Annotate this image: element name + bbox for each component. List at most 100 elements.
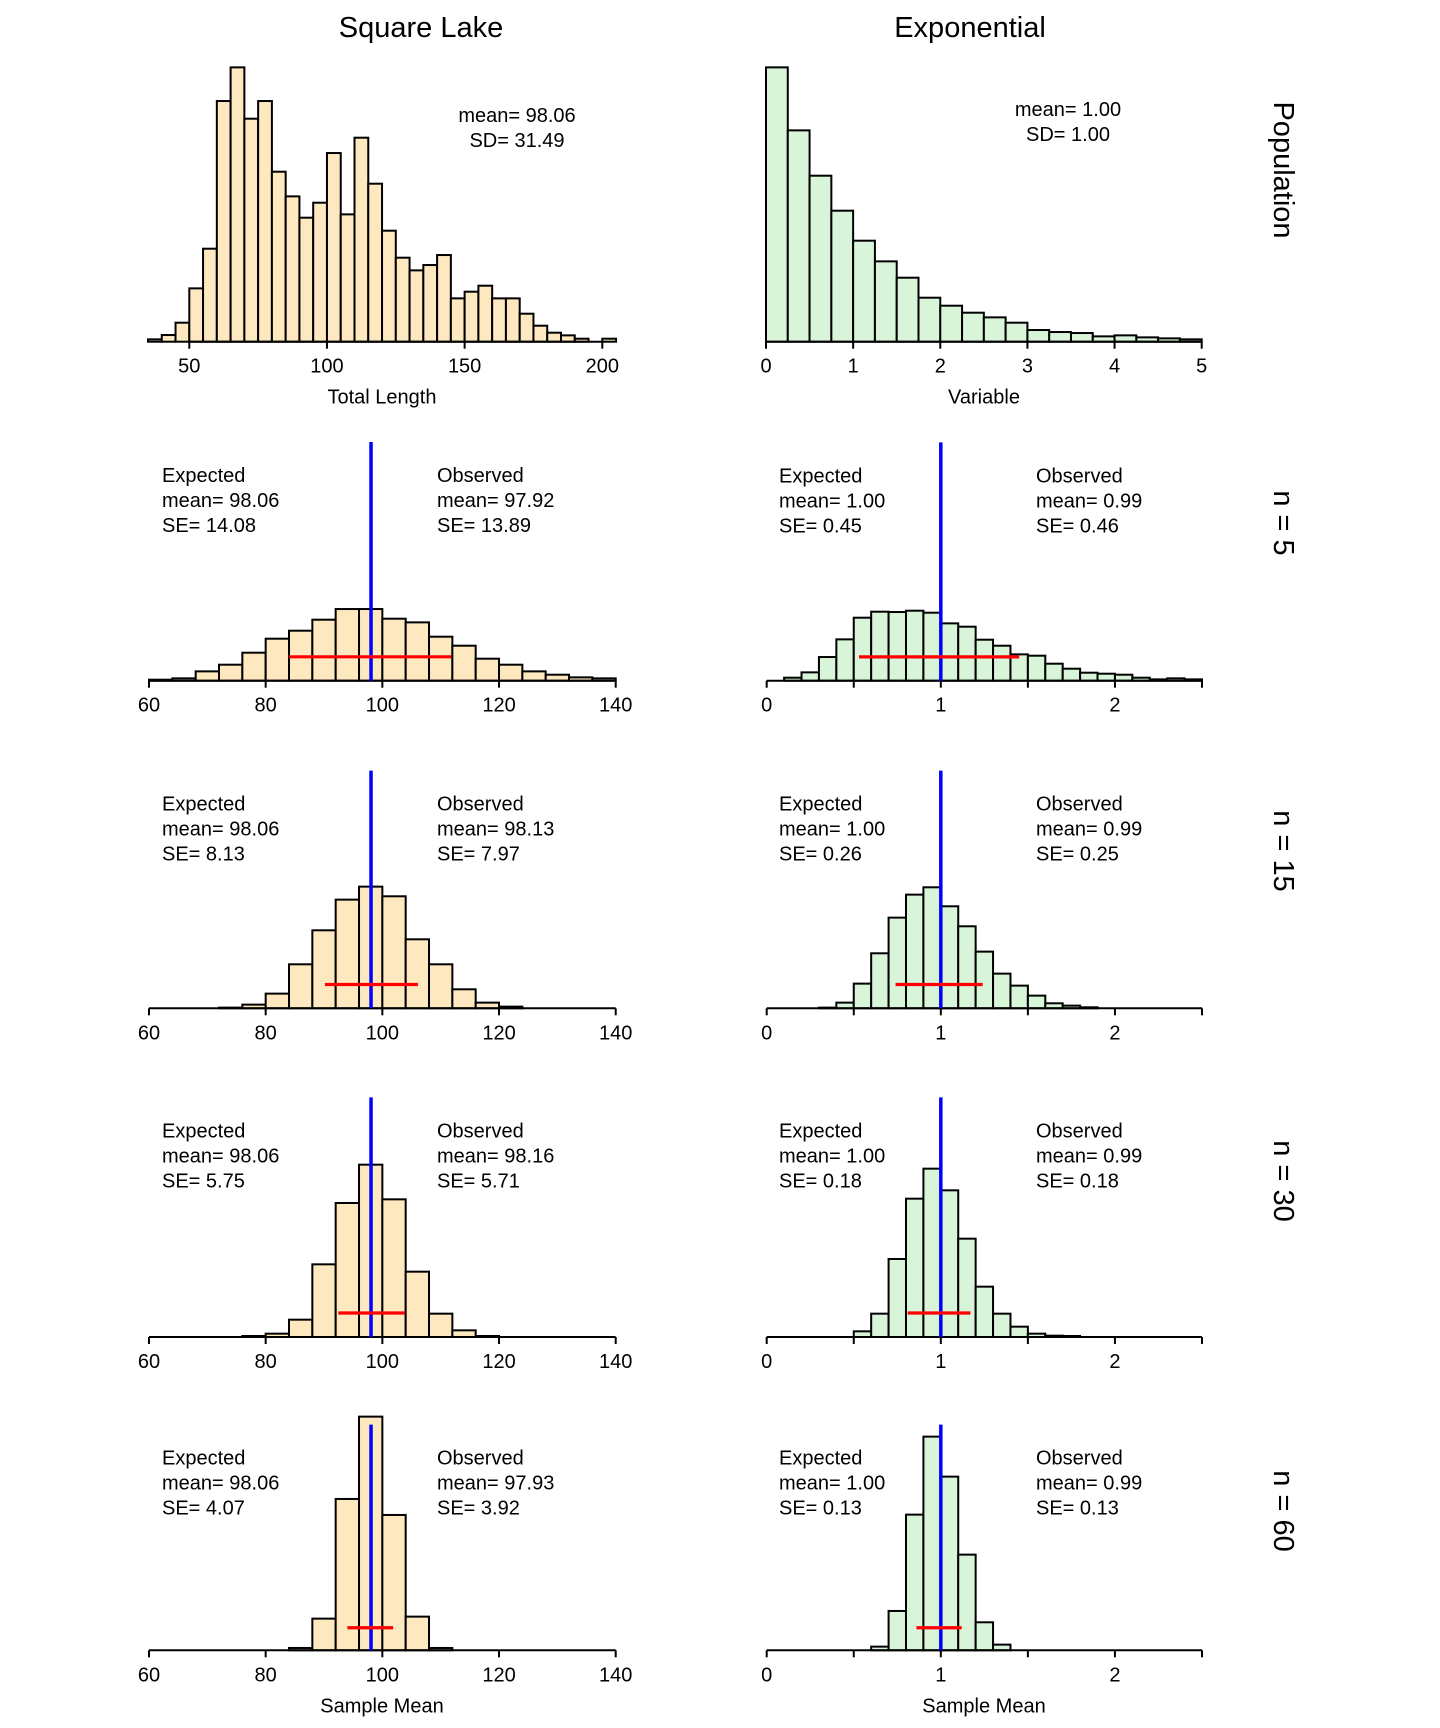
histogram-bar bbox=[404, 621, 431, 682]
x-tick-label: 80 bbox=[255, 695, 277, 717]
observed-stat-text: SE= 0.46 bbox=[1036, 515, 1119, 537]
x-axis-label: Sample Mean bbox=[922, 1695, 1045, 1717]
x-axis-label: Variable bbox=[948, 387, 1020, 409]
row-label: n = 15 bbox=[1267, 810, 1299, 891]
x-tick-label: 1 bbox=[935, 1351, 946, 1373]
row-label: Population bbox=[1267, 101, 1299, 238]
histogram-bar bbox=[381, 617, 407, 682]
histogram-bar bbox=[873, 260, 898, 343]
observed-stat-text: Observed bbox=[437, 1448, 524, 1470]
histogram-bar bbox=[218, 663, 244, 682]
x-tick-label: 2 bbox=[1109, 1022, 1120, 1044]
histogram-bar bbox=[498, 663, 524, 682]
expected-stat-text: Expected bbox=[779, 465, 862, 487]
histogram-bar bbox=[922, 886, 942, 1010]
histogram-bar bbox=[957, 1553, 977, 1652]
histogram-bar bbox=[284, 195, 301, 343]
histogram-bar bbox=[264, 992, 291, 1010]
observed-stat-text: SE= 3.92 bbox=[437, 1498, 520, 1520]
histogram-bar bbox=[870, 610, 890, 682]
histogram-bar bbox=[334, 608, 361, 682]
x-tick-label: 140 bbox=[599, 1664, 632, 1686]
expected-stat-text: mean= 98.06 bbox=[162, 490, 279, 512]
histogram-bar bbox=[449, 297, 466, 343]
histogram-bar bbox=[229, 66, 246, 343]
histogram-bar bbox=[939, 905, 960, 1010]
histogram-bar bbox=[982, 316, 1007, 343]
x-tick-label: 2 bbox=[935, 356, 946, 378]
observed-stat-text: mean= 98.16 bbox=[437, 1145, 554, 1167]
histogram-bar bbox=[194, 670, 221, 682]
histogram-bar bbox=[339, 213, 356, 343]
histogram-bar bbox=[257, 100, 273, 343]
observed-stat-text: mean= 97.93 bbox=[437, 1473, 554, 1495]
histogram-panel: 50 100 150 200 Total Length mean= 98.06 SD= 31… bbox=[147, 66, 619, 409]
x-tick-label: 60 bbox=[138, 1022, 160, 1044]
histogram-bar bbox=[1004, 321, 1029, 343]
histogram-bar bbox=[1026, 994, 1047, 1010]
row-label: n = 30 bbox=[1267, 1140, 1299, 1221]
histogram-bar bbox=[215, 100, 232, 343]
observed-stat-text: mean= 97.92 bbox=[437, 490, 554, 512]
histogram-bar bbox=[1048, 331, 1072, 343]
observed-stat-text: Observed bbox=[437, 794, 524, 816]
x-tick-label: 1 bbox=[935, 695, 946, 717]
x-tick-label: 120 bbox=[482, 1664, 515, 1686]
histogram-bar bbox=[436, 254, 452, 343]
histogram-bar bbox=[491, 297, 507, 343]
histogram-bar bbox=[404, 1615, 431, 1652]
histogram-bar bbox=[835, 638, 855, 682]
histogram-bar bbox=[895, 276, 920, 343]
histogram-bar bbox=[800, 671, 820, 682]
histogram-bar bbox=[474, 657, 501, 682]
histogram-bar bbox=[325, 152, 342, 343]
expected-stat-text: Expected bbox=[162, 1120, 245, 1142]
observed-stat-text: mean= 0.99 bbox=[1036, 819, 1142, 841]
x-tick-label: 100 bbox=[366, 695, 399, 717]
observed-stat-text: SE= 0.25 bbox=[1036, 844, 1119, 866]
histogram-bar bbox=[147, 338, 163, 343]
expected-stat-text: Expected bbox=[162, 794, 245, 816]
histogram-bar bbox=[451, 988, 477, 1010]
histogram-bar bbox=[311, 929, 337, 1010]
histogram-bar bbox=[974, 638, 995, 682]
histogram-bar bbox=[451, 644, 477, 682]
histogram-panel: 0 1 2 Sample Mean Expected mean= 1.00 SE= 0.13… bbox=[761, 1424, 1203, 1717]
histogram-bar bbox=[852, 239, 876, 343]
histogram-bar bbox=[174, 321, 191, 343]
x-tick-label: 80 bbox=[255, 1022, 277, 1044]
histogram-bar bbox=[887, 611, 907, 682]
histogram-bar bbox=[939, 622, 960, 682]
expected-stat-text: Expected bbox=[779, 1448, 862, 1470]
x-tick-label: 80 bbox=[255, 1664, 277, 1686]
x-axis-label: Total Length bbox=[328, 387, 437, 409]
x-tick-label: 60 bbox=[138, 695, 160, 717]
histogram-bar bbox=[311, 1617, 337, 1652]
x-tick-label: 1 bbox=[848, 356, 859, 378]
histogram-bar bbox=[1044, 662, 1064, 682]
histogram-bar bbox=[160, 334, 177, 343]
histogram-bar bbox=[961, 311, 985, 343]
histogram-bar bbox=[298, 216, 315, 343]
x-tick-label: 0 bbox=[761, 695, 772, 717]
histogram-bar bbox=[367, 182, 384, 343]
histogram-bar bbox=[808, 174, 833, 343]
histogram-bar bbox=[817, 656, 838, 682]
x-tick-label: 1 bbox=[935, 1664, 946, 1686]
histogram-bar bbox=[463, 290, 480, 343]
population-mean-label: mean= 1.00 bbox=[1015, 99, 1121, 121]
observed-stat-text: SE= 7.97 bbox=[437, 844, 520, 866]
observed-stat-text: mean= 0.99 bbox=[1036, 490, 1142, 512]
x-tick-label: 2 bbox=[1109, 1351, 1120, 1373]
histogram-bar bbox=[939, 1475, 960, 1652]
histogram-bar bbox=[852, 616, 873, 682]
histogram-bar bbox=[311, 618, 337, 682]
histogram-bar bbox=[765, 66, 789, 343]
histogram-bar bbox=[904, 1513, 925, 1652]
x-tick-label: 120 bbox=[482, 1351, 515, 1373]
histogram-bar bbox=[394, 256, 411, 343]
histogram-bar bbox=[992, 972, 1012, 1010]
histogram-bar bbox=[312, 201, 328, 343]
histogram-panel: 0 1 2 Expected mean= 1.00 SE= 0.45 Observed mea… bbox=[761, 442, 1204, 717]
